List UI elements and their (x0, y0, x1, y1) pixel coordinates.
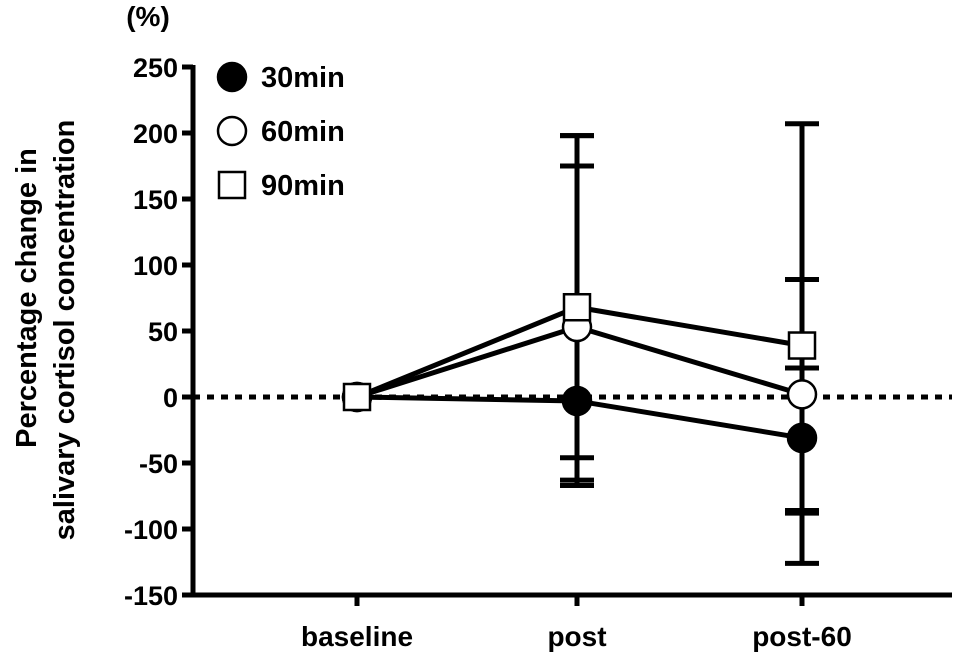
legend-label: 30min (261, 62, 345, 94)
data-point-60min (786, 379, 818, 410)
y-tick-label: 50 (148, 317, 178, 347)
y-tick-label: 100 (133, 251, 178, 281)
data-point-90min (342, 382, 372, 412)
y-tick-label: -100 (124, 515, 178, 545)
y-axis-title-line-1: Percentage change in (11, 148, 43, 448)
legend-marker-60min (216, 115, 248, 147)
y-tick-label: 250 (133, 53, 178, 83)
x-category-label: baseline (301, 621, 413, 652)
data-point-30min (786, 422, 818, 454)
legend-label: 90min (261, 170, 345, 202)
legend-marker-30min (216, 61, 248, 93)
y-axis-title-line-2: salivary cortisol concentration (49, 120, 81, 541)
data-point-90min (787, 331, 817, 360)
y-tick-label: -50 (139, 449, 178, 479)
y-axis-title: Percentage change in salivary cortisol c… (11, 120, 81, 541)
y-unit-label: (%) (126, 1, 170, 32)
x-category-label: post (547, 621, 606, 652)
y-tick-label: 0 (163, 383, 178, 413)
x-category-label: post-60 (752, 621, 852, 652)
y-tick-label: 150 (133, 185, 178, 215)
data-point-30min (561, 385, 593, 417)
y-tick-label: 200 (133, 119, 178, 149)
legend-marker-90min (217, 170, 247, 200)
y-tick-label: -150 (124, 581, 178, 611)
data-point-90min (562, 292, 592, 322)
legend-label: 60min (261, 116, 345, 148)
